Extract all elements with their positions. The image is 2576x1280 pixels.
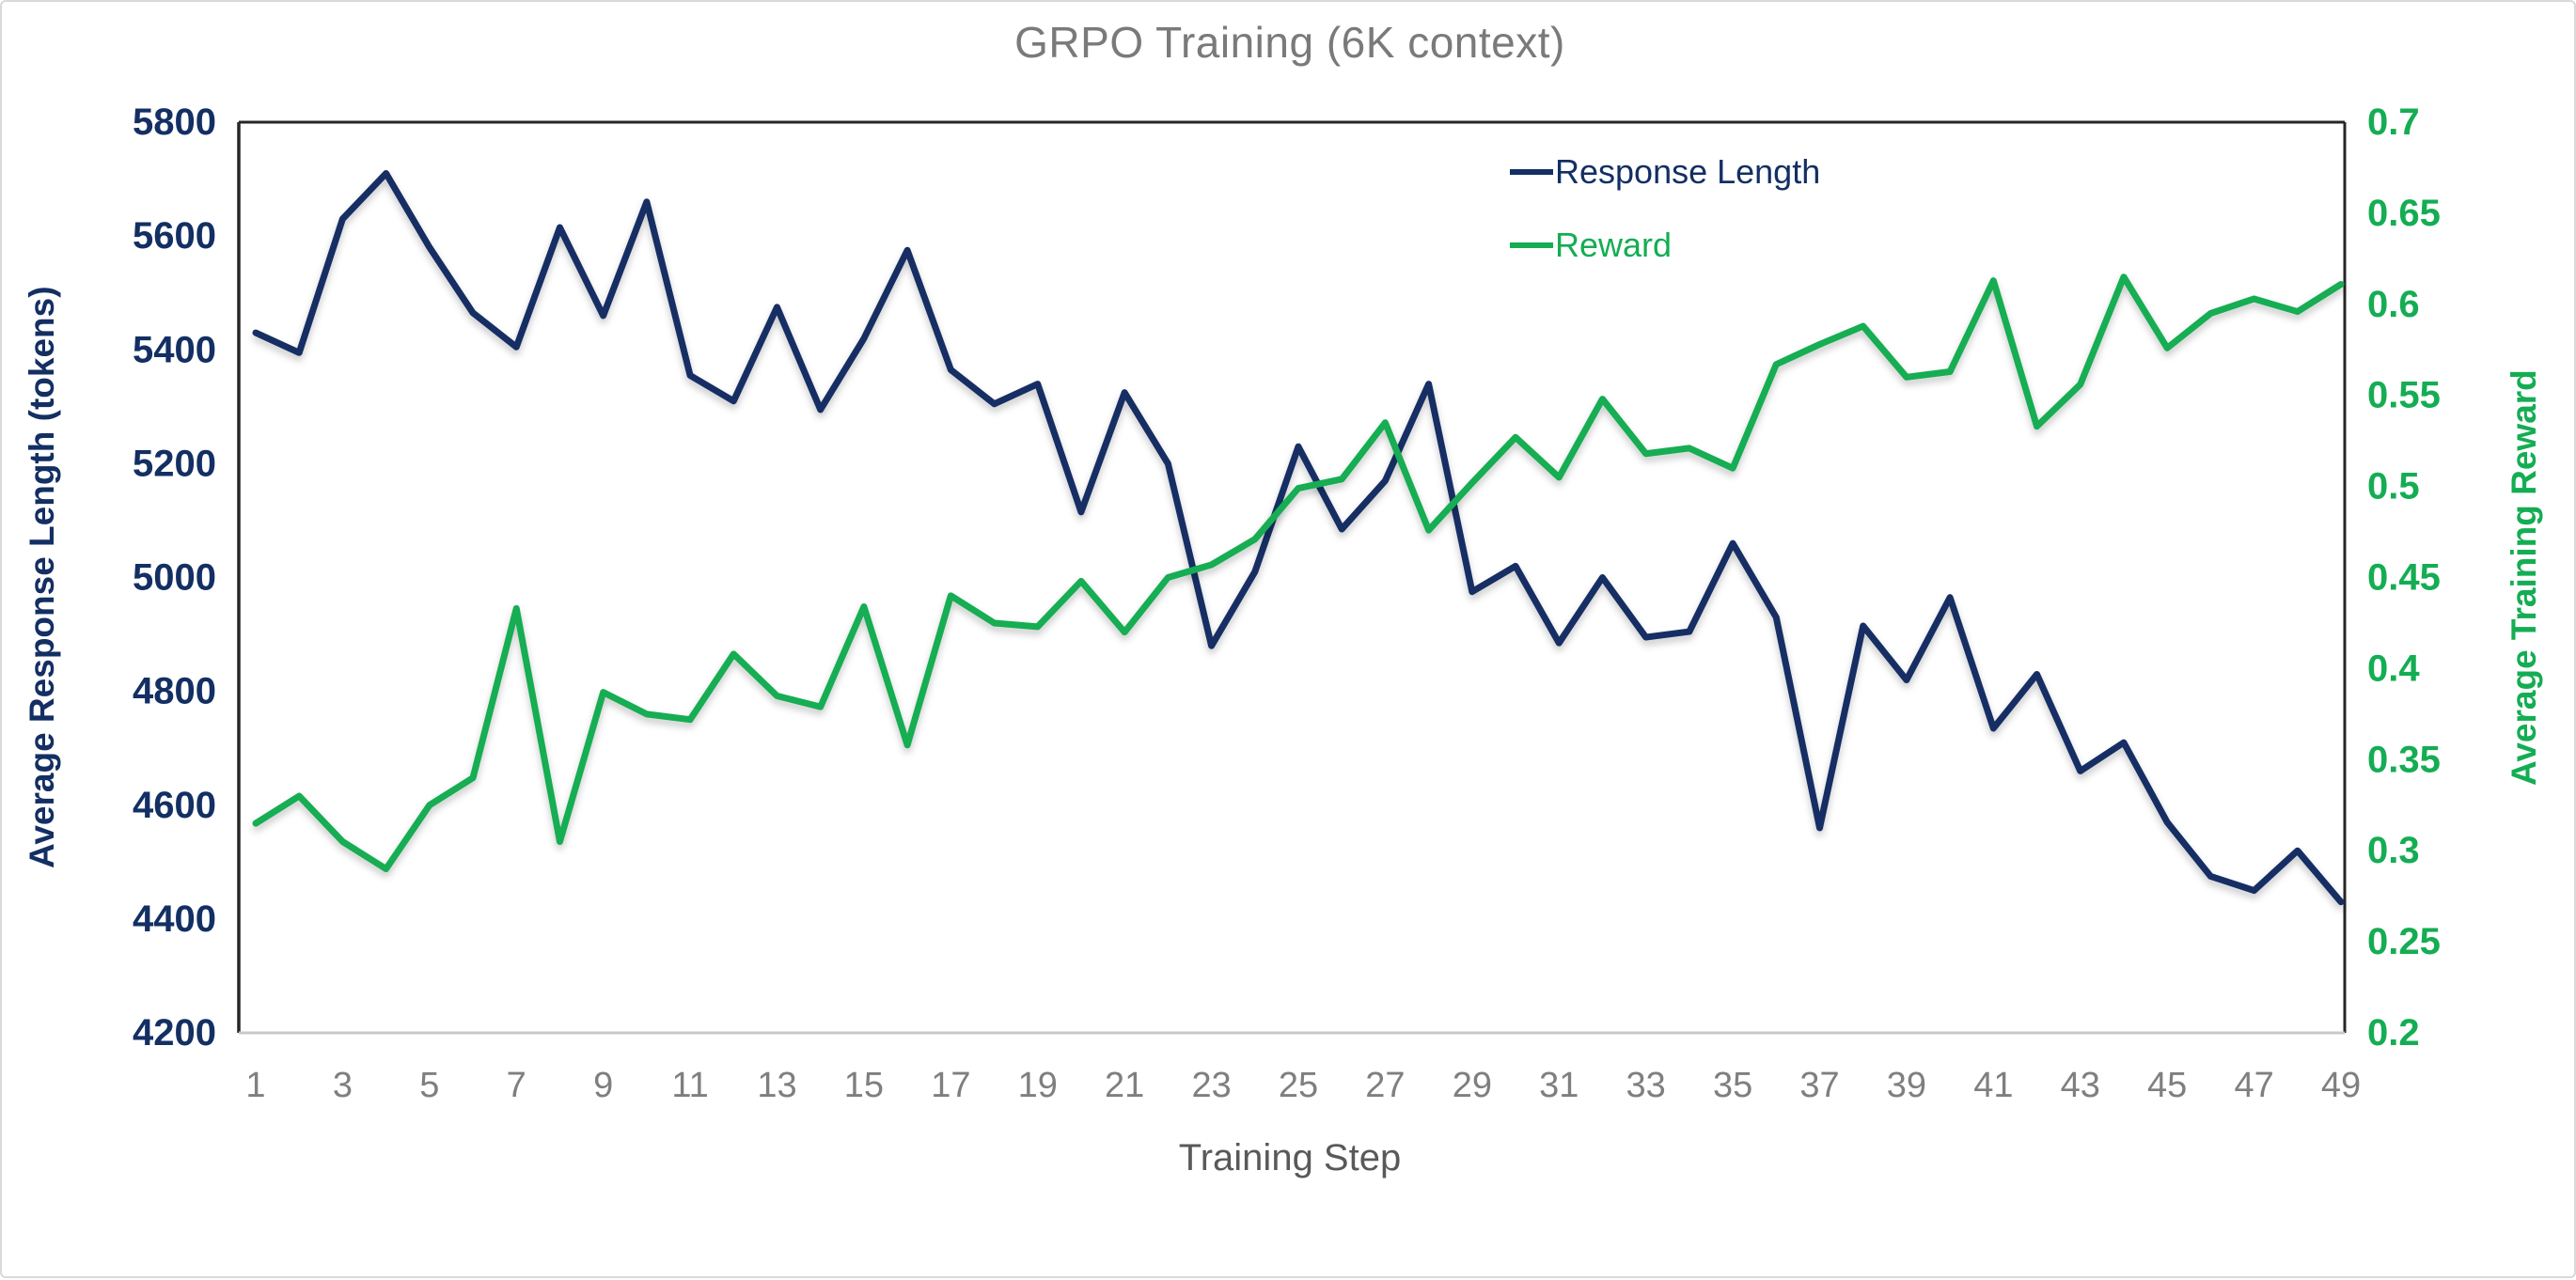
x-tick-label: 21 bbox=[1105, 1066, 1144, 1105]
right-tick-label: 0.7 bbox=[2367, 101, 2420, 143]
right-tick-label: 0.65 bbox=[2367, 193, 2441, 234]
right-tick-label: 0.35 bbox=[2367, 739, 2441, 780]
plot-frame bbox=[237, 120, 2347, 1035]
right-tick-label: 0.55 bbox=[2367, 375, 2441, 416]
x-tick-label: 9 bbox=[593, 1066, 613, 1105]
x-tick-label: 43 bbox=[2061, 1066, 2100, 1105]
right-axis-tick-labels: 0.7 0.65 0.6 0.55 0.5 0.45 0.4 0.35 0.3 0.25 0.2 bbox=[2367, 101, 2441, 1054]
chart-title: GRPO Training (6K context) bbox=[1014, 18, 1565, 67]
x-tick-label: 15 bbox=[844, 1066, 884, 1105]
right-tick-label: 0.25 bbox=[2367, 921, 2441, 962]
x-tick-label: 13 bbox=[757, 1066, 796, 1105]
x-tick-label: 29 bbox=[1453, 1066, 1492, 1105]
left-tick-label: 5200 bbox=[133, 443, 216, 484]
legend-item-response-length[interactable]: Response Length bbox=[1510, 152, 1820, 192]
x-tick-label: 1 bbox=[245, 1066, 265, 1105]
x-tick-label: 39 bbox=[1887, 1066, 1926, 1105]
x-tick-label: 49 bbox=[2321, 1066, 2361, 1105]
right-tick-label: 0.4 bbox=[2367, 648, 2420, 689]
series-line-response-length[interactable] bbox=[252, 170, 2345, 906]
x-tick-label: 17 bbox=[931, 1066, 970, 1105]
x-tick-label: 23 bbox=[1191, 1066, 1231, 1105]
left-tick-label: 4800 bbox=[133, 671, 216, 712]
left-tick-label: 4400 bbox=[133, 898, 216, 940]
x-tick-label: 45 bbox=[2147, 1066, 2187, 1105]
response-length-line-swatch bbox=[1510, 169, 1553, 175]
reward-line-swatch bbox=[1510, 242, 1553, 248]
x-tick-label: 35 bbox=[1713, 1066, 1752, 1105]
right-tick-label: 0.3 bbox=[2367, 830, 2420, 871]
series-line-reward[interactable] bbox=[252, 273, 2345, 873]
legend-label-reward: Reward bbox=[1555, 226, 1673, 264]
right-tick-label: 0.2 bbox=[2367, 1012, 2420, 1054]
x-axis-tick-labels: 1 3 5 7 9 11 13 15 17 19 21 23 25 27 29 31 33 35 37 39 41 43 4… bbox=[245, 1066, 2361, 1105]
x-tick-label: 41 bbox=[1973, 1066, 2013, 1105]
series-lines bbox=[252, 170, 2345, 906]
right-tick-label: 0.5 bbox=[2367, 466, 2420, 507]
x-tick-label: 47 bbox=[2234, 1066, 2273, 1105]
left-tick-label: 4200 bbox=[133, 1012, 216, 1054]
left-tick-label: 5800 bbox=[133, 101, 216, 143]
left-tick-label: 5400 bbox=[133, 329, 216, 370]
legend-item-reward[interactable]: Reward bbox=[1510, 226, 1820, 265]
right-tick-label: 0.6 bbox=[2367, 284, 2420, 325]
left-tick-label: 4600 bbox=[133, 785, 216, 826]
x-tick-label: 5 bbox=[419, 1066, 439, 1105]
x-tick-label: 19 bbox=[1018, 1066, 1058, 1105]
x-tick-label: 11 bbox=[671, 1066, 708, 1105]
x-tick-label: 33 bbox=[1626, 1066, 1666, 1105]
legend-label-response-length: Response Length bbox=[1555, 152, 1821, 191]
x-axis-title: Training Step bbox=[1178, 1137, 1402, 1179]
x-tick-label: 3 bbox=[333, 1066, 353, 1105]
x-tick-label: 37 bbox=[1799, 1066, 1839, 1105]
x-tick-label: 7 bbox=[507, 1066, 526, 1105]
x-tick-label: 27 bbox=[1365, 1066, 1405, 1105]
left-tick-label: 5000 bbox=[133, 557, 216, 599]
right-tick-label: 0.45 bbox=[2367, 557, 2441, 599]
left-axis-tick-labels: 5800 5600 5400 5200 5000 4800 4600 4400 4200 bbox=[133, 101, 216, 1054]
x-tick-label: 25 bbox=[1279, 1066, 1318, 1105]
legend: Response Length Reward bbox=[1510, 152, 1820, 265]
left-tick-label: 5600 bbox=[133, 215, 216, 257]
x-tick-label: 31 bbox=[1539, 1066, 1579, 1105]
